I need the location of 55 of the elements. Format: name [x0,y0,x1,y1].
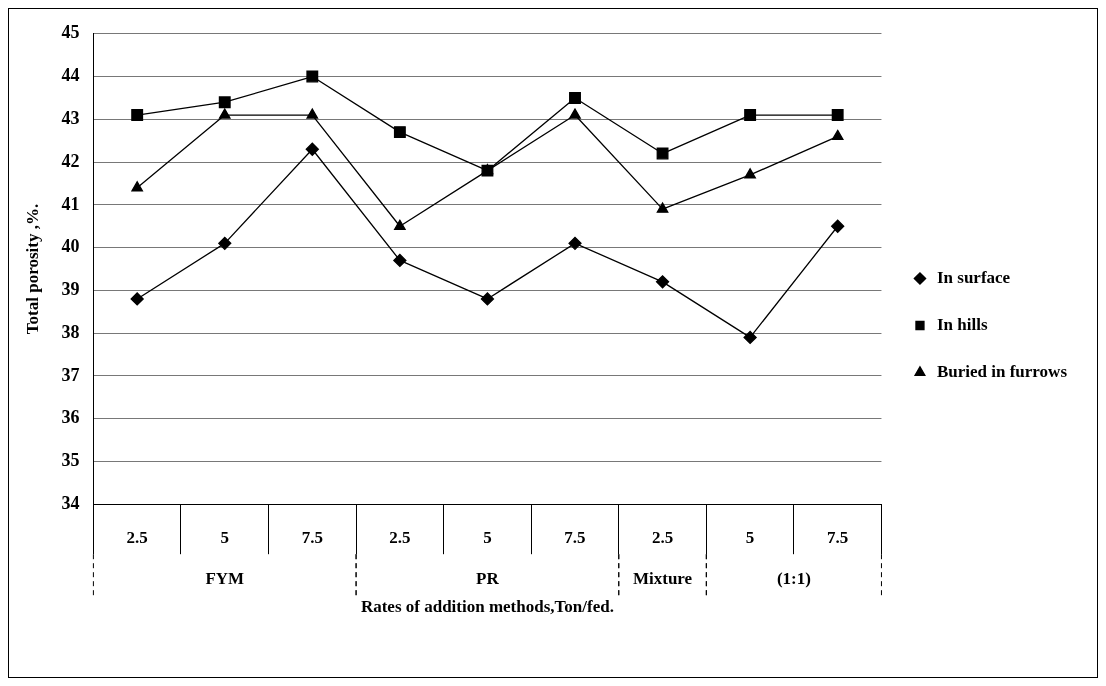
x-tick-label: 7.5 [827,527,849,547]
point [743,330,757,345]
x-axis-title: Rates of addition methods,Ton/fed. [360,597,614,617]
point [480,292,495,306]
y-tick-label: 41 [61,193,80,214]
text: PR [476,568,500,588]
point [218,96,231,109]
point [306,70,319,83]
point [218,108,231,119]
x-tick-label: 5 [483,527,492,547]
point [569,91,581,104]
y-tick-label: 39 [61,279,80,300]
point [655,275,670,289]
point [131,181,144,192]
point [305,142,319,156]
point [569,108,581,119]
y-tick-label: 44 [61,65,80,86]
point [218,236,232,250]
point [568,236,582,250]
point [393,253,407,268]
text: Mixture [632,568,693,588]
y-tick-label: 36 [61,407,80,428]
y-tick-label: 43 [61,107,80,128]
point [656,202,669,213]
point [831,109,844,121]
y-tick-label: 42 [61,150,80,171]
y-tick-label: 37 [61,364,80,385]
text: FYM [205,568,245,588]
legend-label: In hills [936,314,988,334]
x-tick-label: 7.5 [301,527,323,547]
x-tick-label: 2.5 [126,527,148,547]
point [744,109,757,121]
point [393,126,406,139]
point [744,168,756,179]
y-tick-label: 38 [61,321,80,342]
y-tick-label: 34 [61,492,80,513]
point [306,108,319,119]
point [131,109,144,121]
x-tick-label: 5 [220,527,229,547]
x-tick-label: 2.5 [389,527,411,547]
y-tick-label: 40 [61,236,80,257]
y-axis-title: Total porosity ,%. [22,203,42,335]
point [656,147,669,160]
x-tick-label: 2.5 [651,527,674,547]
y-tick-label: 35 [61,450,80,471]
x-tick-label: 5 [745,527,755,547]
legend-label: Buried in furrows [936,361,1068,381]
point [831,219,845,233]
y-tick-label: 45 [61,22,80,43]
x-tick-label: 7.5 [564,527,586,547]
point [831,129,844,141]
point [130,292,144,306]
point [394,219,406,230]
legend-label: In surface [936,267,1011,287]
text: (1:1) [776,568,811,588]
